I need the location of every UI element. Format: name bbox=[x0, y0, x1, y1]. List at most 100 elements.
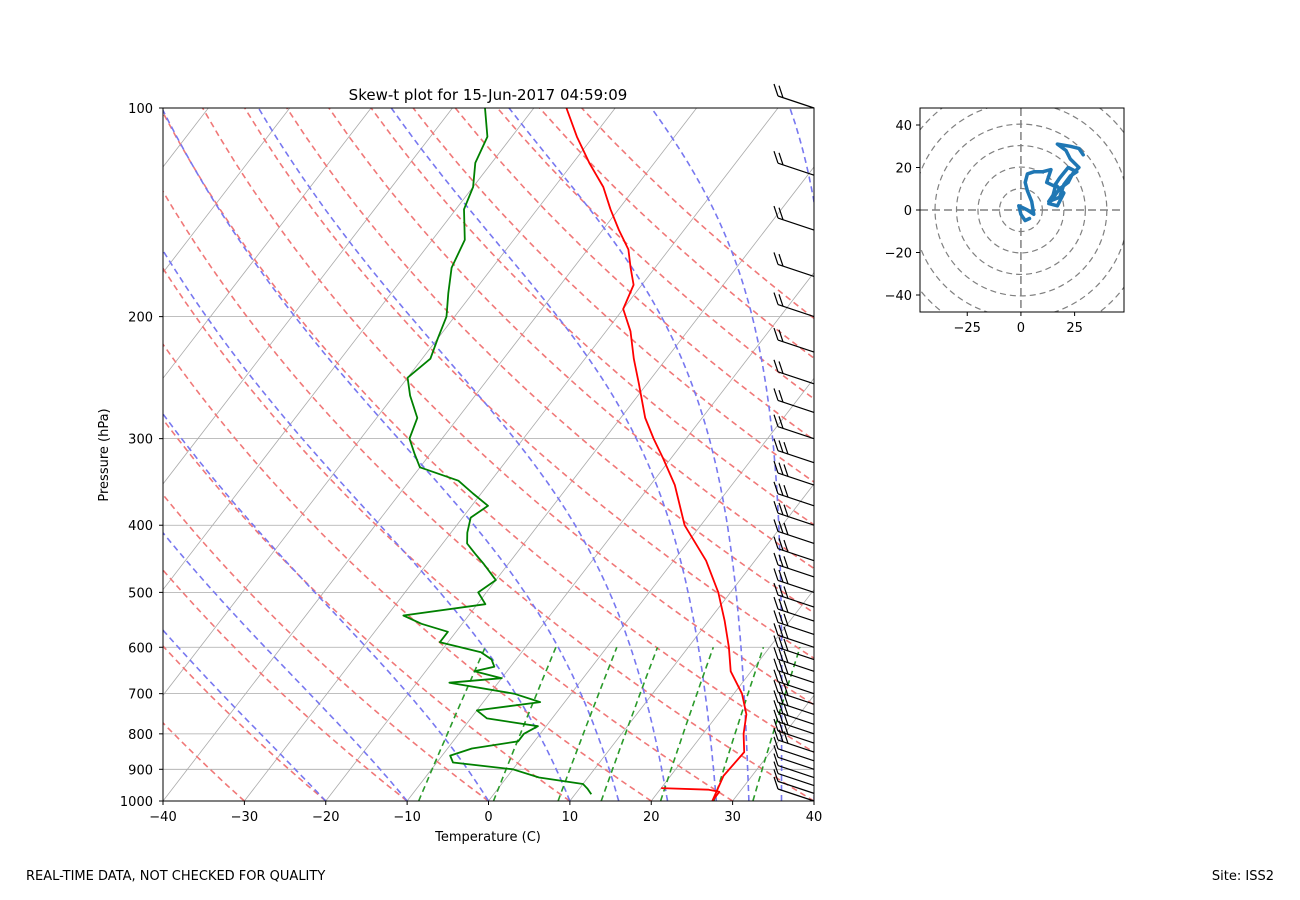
wind-barb bbox=[773, 150, 815, 176]
wind-barb bbox=[773, 753, 815, 779]
barb-feather bbox=[783, 539, 789, 553]
barb-feather bbox=[773, 745, 779, 758]
isotherm bbox=[569, 483, 814, 801]
barb-staff bbox=[777, 450, 815, 464]
y-tick-label: 300 bbox=[128, 433, 153, 448]
barb-feather bbox=[773, 769, 779, 782]
barb-feather bbox=[773, 700, 779, 713]
hodograph-y-tick-label: −20 bbox=[885, 247, 912, 262]
barb-staff bbox=[777, 739, 815, 753]
barb-feather bbox=[773, 623, 779, 636]
hodograph-ticks: −25 0 25 40 20 0 −20 −40 bbox=[885, 119, 1083, 336]
barb-feather bbox=[773, 568, 779, 581]
hodograph-y-tick-label: 20 bbox=[895, 162, 912, 177]
barb-staff bbox=[777, 691, 815, 705]
wind-barb bbox=[773, 388, 815, 414]
barb-feather bbox=[773, 690, 779, 703]
barb-feather bbox=[783, 683, 789, 696]
barb-staff bbox=[777, 634, 815, 648]
barb-feather bbox=[773, 460, 779, 474]
wind-barb bbox=[773, 709, 815, 735]
mixing-ratio-line bbox=[752, 647, 801, 801]
wind-barb bbox=[773, 582, 815, 608]
skewt-y-ticks: 100 200 300 400 500 600 700 800 900 1000 bbox=[120, 102, 163, 810]
barb-feather bbox=[773, 776, 779, 790]
hodograph-y-tick-label: −40 bbox=[885, 289, 912, 304]
mixing-ratio-line bbox=[492, 646, 557, 801]
isotherm bbox=[163, 108, 535, 591]
hodograph-y-tick-label: 0 bbox=[904, 204, 912, 219]
barb-feather bbox=[778, 538, 784, 551]
barb-feather bbox=[778, 569, 784, 583]
mixing-ratio-line bbox=[713, 647, 765, 801]
barb-feather bbox=[778, 462, 784, 475]
wind-barb bbox=[773, 761, 815, 787]
barb-staff bbox=[777, 730, 815, 744]
barb-staff bbox=[777, 95, 815, 109]
dry-adiabat bbox=[163, 644, 327, 801]
wind-barb bbox=[773, 700, 815, 725]
dry-adiabat bbox=[496, 108, 814, 400]
wind-barb bbox=[773, 536, 815, 562]
wind-barb bbox=[773, 519, 815, 545]
x-tick-label: −30 bbox=[231, 810, 258, 825]
isotherm bbox=[650, 588, 814, 801]
barb-staff bbox=[777, 681, 815, 695]
barb-staff bbox=[777, 621, 815, 636]
moist-adiabat bbox=[390, 108, 718, 801]
y-tick-label: 700 bbox=[128, 688, 153, 703]
barb-staff bbox=[777, 564, 815, 578]
wind-barb bbox=[773, 610, 815, 636]
barb-feather bbox=[778, 253, 784, 267]
barb-feather bbox=[773, 501, 779, 514]
barb-feather bbox=[778, 598, 784, 611]
mixing-ratio-line bbox=[557, 647, 618, 801]
barb-feather bbox=[773, 519, 779, 532]
wind-barb bbox=[773, 205, 815, 231]
dry-adiabat bbox=[163, 721, 245, 801]
barb-feather bbox=[773, 388, 779, 401]
x-tick-label: 10 bbox=[562, 810, 579, 825]
isotherm bbox=[163, 108, 372, 379]
wind-barb bbox=[773, 460, 815, 486]
barb-feather bbox=[783, 485, 789, 498]
wind-barb bbox=[773, 669, 815, 695]
barb-feather bbox=[773, 647, 779, 660]
barb-feather bbox=[778, 660, 784, 673]
y-tick-label: 200 bbox=[128, 311, 153, 326]
barb-staff bbox=[777, 670, 815, 684]
barb-staff bbox=[777, 217, 815, 231]
barb-feather bbox=[778, 701, 784, 715]
barb-feather bbox=[773, 292, 779, 305]
wind-barb bbox=[773, 438, 815, 464]
barb-feather bbox=[778, 554, 784, 567]
hodograph-plot: −25 0 25 40 20 0 −20 −40 bbox=[885, 107, 1125, 336]
barb-feather bbox=[778, 361, 784, 374]
moist-adiabat bbox=[163, 249, 571, 801]
barb-feather bbox=[773, 635, 779, 648]
barb-staff bbox=[777, 472, 815, 486]
barb-staff bbox=[777, 780, 815, 794]
barb-feather bbox=[778, 671, 784, 684]
wind-barb bbox=[773, 252, 815, 277]
hodograph-x-tick-label: −25 bbox=[954, 321, 981, 336]
barb-feather bbox=[773, 83, 779, 97]
barb-staff bbox=[777, 772, 815, 787]
barb-staff bbox=[777, 701, 815, 715]
dry-adiabat bbox=[370, 108, 814, 526]
barb-staff bbox=[777, 721, 815, 735]
barb-staff bbox=[777, 764, 815, 779]
barb-feather bbox=[773, 150, 779, 164]
wind-barb bbox=[773, 736, 815, 762]
barb-feather bbox=[783, 703, 789, 716]
wind-barb bbox=[773, 292, 815, 318]
isotherm bbox=[163, 108, 453, 485]
wind-barb bbox=[773, 635, 815, 661]
wind-barb bbox=[773, 623, 815, 648]
x-tick-label: −10 bbox=[393, 810, 420, 825]
barb-feather bbox=[778, 611, 784, 625]
barb-feather bbox=[773, 481, 779, 494]
wind-barbs bbox=[773, 83, 815, 802]
barb-feather bbox=[783, 441, 789, 455]
